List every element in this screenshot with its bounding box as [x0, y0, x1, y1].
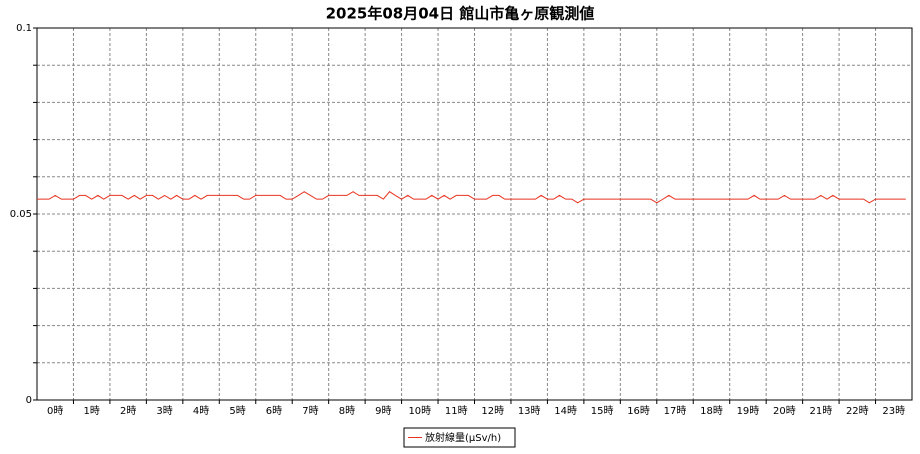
x-tick-label: 19時: [737, 405, 760, 417]
x-tick-label: 10時: [408, 405, 431, 417]
x-tick-label: 23時: [882, 405, 905, 417]
x-tick-label: 5時: [229, 405, 245, 417]
x-tick-label: 14時: [554, 405, 577, 417]
x-tick-label: 11時: [445, 405, 468, 417]
x-tick-label: 1時: [84, 405, 100, 417]
chart-title: 2025年08月04日 館山市亀ヶ原観測値: [326, 5, 595, 23]
x-tick-label: 20時: [773, 405, 796, 417]
y-tick-label: 0.05: [10, 209, 32, 220]
x-tick-label: 21時: [809, 405, 832, 417]
x-tick-label: 3時: [156, 405, 172, 417]
legend-box: [403, 427, 516, 448]
x-tick-label: 6時: [266, 405, 282, 417]
x-tick-label: 8時: [339, 405, 355, 417]
x-tick-label: 2時: [120, 405, 136, 417]
y-tick-label: 0: [26, 395, 32, 406]
x-tick-label: 22時: [846, 405, 869, 417]
x-tick-label: 16時: [627, 405, 650, 417]
x-tick-label: 13時: [518, 405, 541, 417]
x-tick-label: 0時: [47, 405, 63, 417]
x-tick-label: 4時: [193, 405, 209, 417]
y-tick-label: 0.1: [16, 23, 32, 34]
x-tick-label: 12時: [481, 405, 504, 417]
x-tick-label: 18時: [700, 405, 723, 417]
x-tick-label: 17時: [664, 405, 687, 417]
x-tick-label: 7時: [302, 405, 318, 417]
x-tick-label: 15時: [591, 405, 614, 417]
data-line: [37, 191, 906, 204]
x-tick-label: 9時: [375, 405, 391, 417]
legend-label: 放射線量(μSv/h): [425, 431, 501, 444]
